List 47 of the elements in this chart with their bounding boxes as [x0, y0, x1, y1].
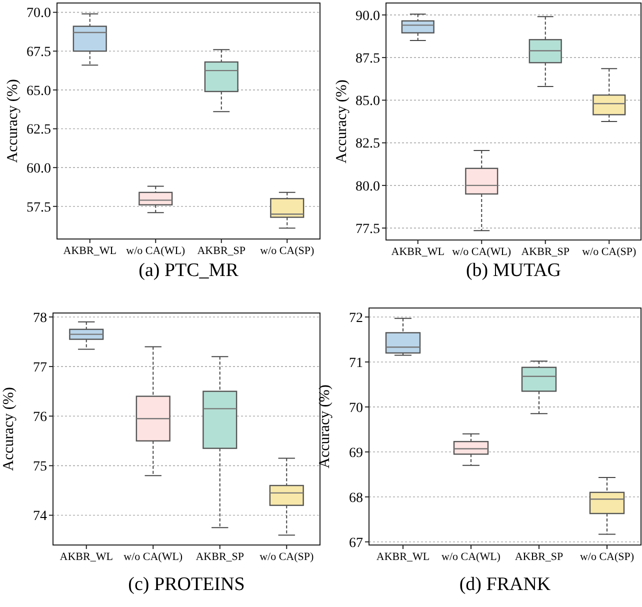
y-tick-label: 62.5	[26, 122, 51, 138]
text: (c) PROTEINS	[128, 574, 245, 595]
y-tick-label: 82.5	[356, 136, 380, 152]
y-tick-label: 75	[33, 460, 47, 475]
y-tick-label: 90.0	[356, 8, 380, 24]
y-tick-label: 87.5	[356, 51, 380, 66]
text: (a) PTC_MR	[138, 260, 239, 281]
x-tick-label: w/o CA(SP)	[580, 551, 634, 563]
y-axis-title: Accuracy (%)	[5, 79, 21, 163]
y-tick-label: 65.0	[26, 84, 51, 99]
y-tick-label: 80.0	[356, 179, 380, 194]
y-tick-label: 69	[349, 446, 363, 461]
y-tick-label: 77.5	[356, 222, 380, 237]
x-tick-label: AKBR_WL	[391, 246, 445, 258]
x-tick-label: w/o CA(SP)	[582, 246, 637, 258]
x-tick-label: AKBR_WL	[60, 551, 114, 563]
x-tick-label: AKBR_SP	[196, 551, 244, 563]
x-tick-label: w/o CA(WL)	[124, 551, 183, 563]
x-tick-label: AKBR_SP	[514, 551, 564, 563]
y-tick-label: 67	[349, 536, 363, 551]
y-tick-label: 85.0	[356, 94, 380, 110]
y-axis-title: Accuracy (%)	[1, 387, 17, 471]
y-tick-label: 70	[349, 400, 363, 416]
y-axis-title: Accuracy (%)	[334, 80, 350, 164]
y-tick-label: 74	[33, 509, 47, 524]
y-tick-label: 78	[33, 310, 47, 326]
x-tick-label: AKBR_WL	[376, 551, 430, 563]
y-tick-label: 77	[33, 360, 47, 376]
y-tick-label: 72	[349, 310, 363, 326]
y-tick-label: 60.0	[26, 161, 51, 176]
y-tick-label: 70.0	[26, 6, 51, 22]
text: (d) FRANK	[459, 574, 551, 595]
x-tick-label: AKBR_SP	[521, 246, 570, 258]
x-tick-label: w/o CA(SP)	[260, 551, 314, 563]
y-tick-label: 67.5	[26, 45, 51, 60]
x-tick-label: w/o CA(WL)	[452, 246, 512, 258]
text: (b) MUTAG	[466, 260, 562, 281]
x-tick-label: w/o CA(SP)	[260, 245, 315, 257]
x-tick-label: AKBR_WL	[63, 245, 117, 257]
y-tick-label: 57.5	[26, 200, 51, 216]
x-tick-label: AKBR_SP	[197, 245, 246, 257]
x-tick-label: w/o CA(WL)	[442, 551, 501, 563]
y-tick-label: 76	[33, 410, 47, 426]
y-tick-label: 71	[349, 356, 363, 371]
y-tick-label: 68	[349, 490, 363, 506]
y-axis-title: Accuracy (%)	[317, 384, 333, 468]
x-tick-label: w/o CA(WL)	[126, 245, 186, 257]
